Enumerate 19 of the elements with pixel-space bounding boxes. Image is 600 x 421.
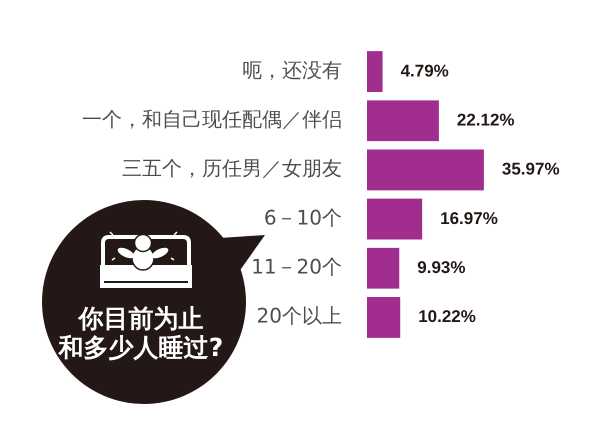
data-label: 22.12% [456, 110, 515, 130]
data-label: 35.97% [502, 160, 560, 179]
text: 你目前为止和多少人睡过? [57, 304, 224, 362]
bar [367, 150, 484, 190]
bar [367, 100, 439, 142]
data-label: 16.97% [440, 208, 498, 228]
y-tick-label: 三五个，历任男／女朋友 [122, 156, 342, 180]
bar [367, 198, 422, 240]
y-tick-label: 一个，和自己现任配偶／伴侣 [82, 106, 342, 131]
data-label: 9.93% [417, 258, 466, 277]
bar [367, 248, 400, 289]
data-label: 10.22% [418, 307, 476, 326]
bar [367, 297, 400, 338]
bar [367, 51, 383, 92]
y-tick-label: 呃，还没有 [242, 58, 342, 82]
data-label: 4.79% [400, 61, 449, 80]
y-tick-label: 6－10个 [264, 205, 342, 230]
y-tick-label: 20个以上 [256, 304, 342, 328]
y-tick-label: 11－20个 [251, 254, 342, 278]
